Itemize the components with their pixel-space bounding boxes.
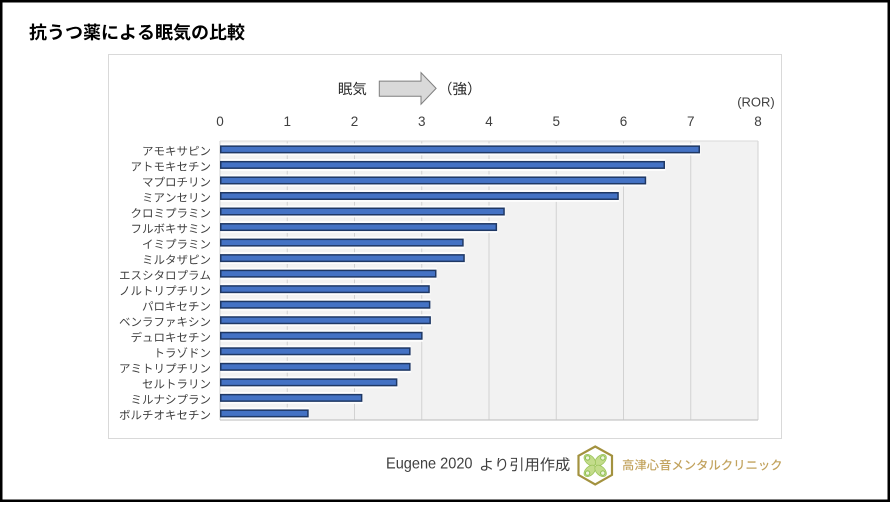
svg-text:5: 5 xyxy=(552,114,560,129)
svg-text:Eugene 2020: Eugene 2020 xyxy=(386,455,473,472)
svg-text:(ROR): (ROR) xyxy=(737,95,775,110)
svg-text:7: 7 xyxy=(687,114,695,129)
svg-text:4: 4 xyxy=(485,114,493,129)
svg-text:2: 2 xyxy=(351,114,359,129)
svg-text:0: 0 xyxy=(216,114,224,129)
svg-text:8: 8 xyxy=(754,114,762,129)
svg-text:1: 1 xyxy=(283,114,291,129)
svg-text:3: 3 xyxy=(418,114,426,129)
svg-text:6: 6 xyxy=(620,114,628,129)
